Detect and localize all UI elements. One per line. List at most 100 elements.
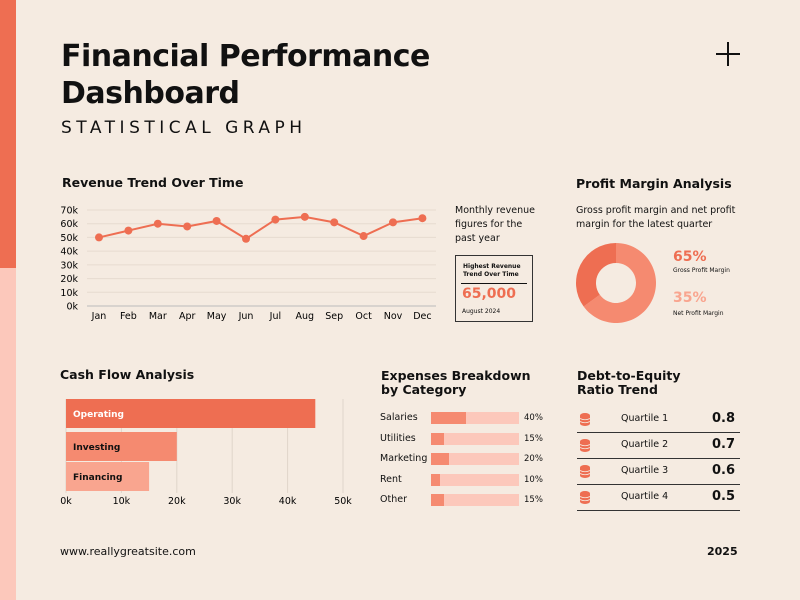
box-divider — [461, 283, 527, 284]
x-tick-label: Apr — [179, 311, 196, 322]
cashflow-bar-label: Financing — [73, 473, 122, 483]
y-tick-label: 10k — [60, 288, 78, 299]
x-tick-label: Feb — [120, 311, 137, 322]
data-point — [300, 212, 309, 221]
data-point — [95, 233, 103, 242]
database-icon — [580, 465, 590, 478]
net-margin-label: Net Profit Margin — [673, 310, 724, 317]
expenses-title-line-1: Expenses Breakdown — [381, 368, 531, 383]
y-tick-label: 60k — [60, 219, 78, 230]
x-tick-label: May — [207, 311, 227, 322]
expense-bar-fill — [431, 412, 467, 424]
x-tick-label: Sep — [325, 311, 343, 322]
expenses-title-line-2: by Category — [381, 382, 467, 397]
plus-icon[interactable] — [714, 40, 742, 68]
x-tick-label: Mar — [149, 311, 167, 322]
ratio-value: 0.5 — [711, 489, 735, 504]
expense-percent: 20% — [524, 454, 543, 464]
expense-label: Utilities — [380, 432, 416, 444]
data-point — [418, 214, 427, 223]
x-tick-label: Jun — [238, 311, 254, 322]
box-date: August 2024 — [462, 308, 501, 315]
debt-row: Quartile 2 0.7 — [577, 433, 740, 459]
donut-slice — [576, 243, 616, 307]
quartile-label: Quartile 2 — [621, 439, 669, 450]
x-tick-label: 10k — [113, 496, 131, 507]
footer-year: 2025 — [707, 545, 738, 558]
title-line-1: Financial Performance — [61, 39, 430, 74]
expense-label: Other — [380, 494, 407, 505]
expense-percent: 15% — [524, 495, 543, 505]
profit-title: Profit Margin Analysis — [576, 176, 732, 191]
data-point — [271, 215, 280, 224]
data-point — [359, 232, 368, 241]
data-point — [242, 234, 250, 243]
x-tick-label: Dec — [413, 311, 431, 322]
data-point — [389, 218, 397, 227]
expense-label: Rent — [380, 473, 402, 485]
donut-slice — [583, 243, 656, 323]
expense-percent: 15% — [524, 433, 543, 444]
x-tick-label: 30k — [223, 496, 241, 507]
debt-row: Quartile 3 0.6 — [577, 459, 740, 485]
expense-bar-track — [431, 432, 519, 445]
expense-bar-fill — [431, 494, 445, 506]
highest-revenue-box: Highest Revenue Trend Over Time 65,000 A… — [455, 255, 533, 322]
quartile-label: Quartile 4 — [621, 491, 669, 502]
database-icon — [580, 491, 590, 504]
ratio-value: 0.8 — [711, 411, 735, 426]
cashflow-bar-chart: 0k 10k 20k 30k 40k 50k Operating Investing Finan… — [60, 399, 352, 507]
cashflow-bar — [66, 432, 177, 461]
y-tick-label: 0k — [66, 302, 78, 313]
y-tick-label: 40k — [60, 247, 78, 258]
quartile-label: Quartile 1 — [621, 413, 669, 424]
y-tick-label: 20k — [60, 274, 78, 285]
cashflow-bar — [66, 462, 150, 491]
expenses-title: Expenses Breakdown by Category — [381, 369, 531, 397]
x-tick-label: 0k — [60, 496, 72, 507]
box-value: 65,000 — [462, 286, 517, 302]
website-link[interactable]: www.reallygreatsite.com — [60, 545, 196, 558]
revenue-title: Revenue Trend Over Time — [62, 175, 244, 190]
data-point — [330, 218, 339, 227]
data-point — [153, 219, 162, 228]
expense-label: Marketing — [380, 453, 428, 464]
y-tick-label: 70k — [60, 206, 78, 217]
x-tick-label: 20k — [168, 496, 186, 507]
expense-percent: 40% — [524, 413, 543, 423]
ratio-value: 0.7 — [711, 437, 735, 452]
gross-margin-value: 65% — [673, 249, 707, 265]
cashflow-title: Cash Flow Analysis — [60, 367, 195, 382]
x-tick-label: Jul — [269, 311, 281, 322]
debt-title-line-1: Debt-to-Equity — [577, 368, 681, 383]
y-tick-label: 50k — [60, 233, 78, 244]
expense-bar-track — [431, 494, 519, 506]
title-line-2: Dashboard — [61, 76, 240, 111]
accent-bar-top — [0, 0, 16, 268]
profit-donut-chart — [576, 243, 656, 323]
accent-bar-bottom — [0, 268, 16, 600]
y-tick-label: 30k — [60, 260, 78, 271]
expense-bar-track — [431, 453, 519, 465]
cashflow-bar-label: Operating — [73, 410, 124, 420]
expense-bar-track — [431, 412, 519, 424]
expense-bar-fill — [431, 453, 449, 465]
expense-bar-fill — [431, 432, 445, 445]
database-icon — [580, 439, 590, 452]
debt-row: Quartile 1 0.8 — [577, 407, 740, 433]
profit-description: Gross profit margin and net profit margi… — [576, 205, 736, 230]
x-tick-label: Aug — [296, 311, 315, 322]
revenue-note: Monthly revenue figures for the past yea… — [455, 205, 535, 244]
quartile-label: Quartile 3 — [621, 465, 669, 476]
expense-bar-track — [431, 473, 519, 486]
x-tick-label: 40k — [279, 496, 297, 507]
data-point — [212, 216, 221, 225]
revenue-line — [98, 215, 423, 240]
cashflow-bar-label: Investing — [73, 443, 120, 453]
data-point — [124, 226, 133, 235]
expense-percent: 10% — [524, 474, 543, 485]
gross-margin-label: Gross Profit Margin — [673, 267, 730, 274]
debt-title: Debt-to-Equity Ratio Trend — [577, 369, 681, 397]
x-tick-label: Oct — [355, 311, 372, 322]
box-title: Highest Revenue Trend Over Time — [463, 263, 521, 278]
